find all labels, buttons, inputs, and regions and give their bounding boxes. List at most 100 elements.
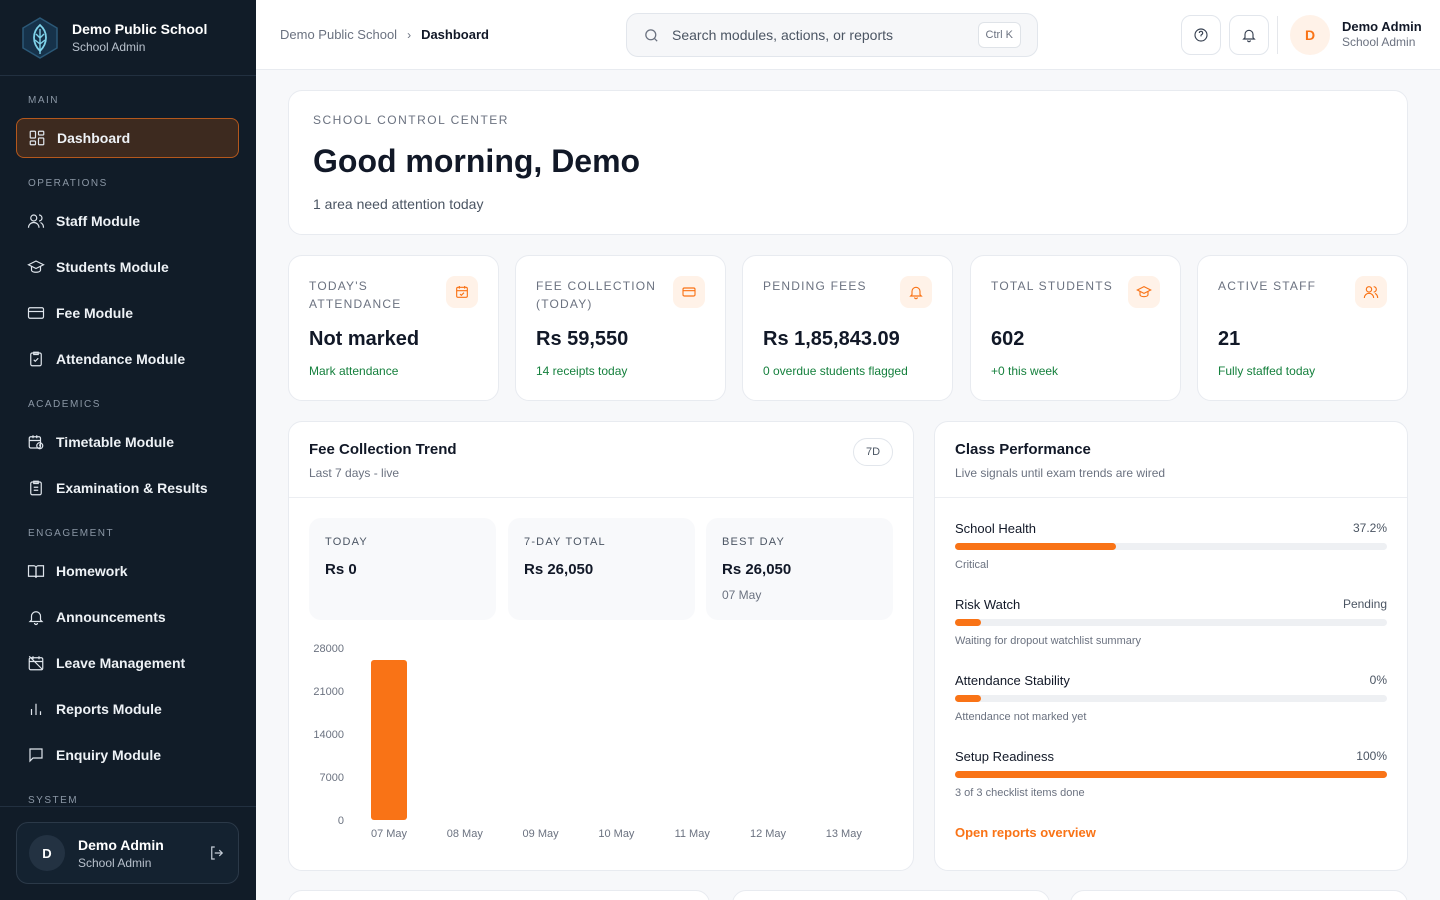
x-tick-label: 10 May (598, 828, 635, 840)
avatar[interactable]: D (1290, 15, 1330, 55)
bar-07-may[interactable] (371, 659, 407, 820)
user-role: School Admin (78, 855, 152, 870)
users-icon (1355, 276, 1387, 308)
nav-section-main: MAIN (28, 95, 59, 106)
sidebar-item-label: Attendance Module (56, 351, 186, 367)
sidebar-item-label: Dashboard (57, 130, 131, 146)
hero-subtitle: 1 area need attention today (313, 196, 484, 212)
progress-fill (955, 771, 1387, 778)
summary-label: TODAY (325, 536, 368, 548)
summary-label: BEST DAY (722, 536, 785, 548)
x-tick-label: 13 May (826, 828, 863, 840)
progress-setup-readiness (955, 771, 1387, 778)
sidebar-item-announcements[interactable]: Announcements (16, 597, 239, 637)
nav-section-operations: OPERATIONS (28, 178, 108, 189)
stat-value: Not marked (309, 328, 420, 350)
sidebar-item-label: Announcements (56, 609, 166, 625)
hero-card: SCHOOL CONTROL CENTER Good morning, Demo… (288, 90, 1408, 235)
perf-note-school-health: Critical (955, 559, 989, 571)
progress-school-health (955, 543, 1387, 550)
topbar-user-role: School Admin (1342, 35, 1416, 49)
summary-sub: 07 May (722, 588, 762, 602)
search-input[interactable]: Search modules, actions, or reports Ctrl… (626, 13, 1038, 57)
stat-card-active-staff[interactable]: ACTIVE STAFF 21 Fully staffed today (1197, 255, 1408, 401)
sidebar-item-students[interactable]: Students Module (16, 247, 239, 287)
brand[interactable]: Demo Public School School Admin (0, 0, 256, 76)
breadcrumb: Demo Public School › Dashboard (280, 27, 489, 42)
graduation-cap-icon (1128, 276, 1160, 308)
perf-label-risk-watch: Risk Watch (955, 597, 1021, 612)
progress-fill (955, 695, 981, 702)
sidebar-item-staff[interactable]: Staff Module (16, 201, 239, 241)
panel-subtitle: Last 7 days - live (309, 466, 400, 480)
search-placeholder: Search modules, actions, or reports (672, 27, 893, 43)
school-logo-icon (22, 16, 58, 59)
brand-name: Demo Public School (72, 21, 208, 37)
open-reports-link[interactable]: Open reports overview (955, 825, 1096, 840)
credit-card-icon (27, 307, 45, 319)
sidebar-item-label: Timetable Module (56, 434, 174, 450)
x-tick-label: 09 May (523, 828, 560, 840)
sidebar-item-label: Fee Module (56, 305, 134, 321)
progress-fill (955, 543, 1116, 550)
topbar-user-name[interactable]: Demo Admin (1342, 19, 1422, 34)
stat-label: TOTAL STUDENTS (991, 279, 1113, 293)
perf-note-risk-watch: Waiting for dropout watchlist summary (955, 635, 1142, 647)
help-button[interactable] (1181, 15, 1221, 55)
sidebar-item-reports[interactable]: Reports Module (16, 689, 239, 729)
help-circle-icon (1194, 28, 1208, 42)
nav-section-academics: ACADEMICS (28, 399, 101, 410)
graduation-cap-icon (27, 260, 45, 273)
summary-value: Rs 26,050 (722, 561, 792, 578)
sidebar-item-homework[interactable]: Homework (16, 551, 239, 591)
topbar-divider (1277, 16, 1278, 54)
stat-card-total-students[interactable]: TOTAL STUDENTS 602 +0 this week (970, 255, 1181, 401)
stat-value: 602 (991, 328, 1025, 350)
sidebar-item-enquiry[interactable]: Enquiry Module (16, 735, 239, 775)
stat-label: ACTIVE STAFF (1218, 279, 1317, 293)
sidebar: Demo Public School School Admin MAIN Das… (0, 0, 256, 900)
stat-note: Fully staffed today (1218, 364, 1316, 378)
stat-card-pending-fees[interactable]: PENDING FEES Rs 1,85,843.09 0 overdue st… (742, 255, 953, 401)
x-tick-label: 07 May (371, 828, 408, 840)
sidebar-item-timetable[interactable]: Timetable Module (16, 422, 239, 462)
sidebar-item-fee[interactable]: Fee Module (16, 293, 239, 333)
breadcrumb-school[interactable]: Demo Public School (280, 27, 398, 42)
summary-value: Rs 0 (325, 561, 357, 578)
y-tick-label: 7000 (320, 772, 344, 784)
perf-note-setup-readiness: 3 of 3 checklist items done (955, 787, 1085, 799)
panel-title: Class Performance (955, 441, 1091, 458)
perf-value-risk-watch: Pending (1342, 597, 1387, 611)
sidebar-item-label: Leave Management (56, 655, 186, 671)
class-performance-panel: Class Performance Live signals until exa… (934, 421, 1408, 871)
stat-card-fee-collection[interactable]: FEE COLLECTION (TODAY) Rs 59,550 14 rece… (515, 255, 726, 401)
stat-value: 21 (1218, 328, 1241, 350)
perf-label-attendance-stability: Attendance Stability (955, 673, 1070, 688)
perf-note-attendance-stability: Attendance not marked yet (955, 711, 1087, 723)
notifications-button[interactable] (1229, 15, 1269, 55)
sidebar-item-exams[interactable]: Examination & Results (16, 468, 239, 508)
y-tick-label: 28000 (313, 643, 344, 655)
sidebar-user-card[interactable]: D Demo Admin School Admin (16, 822, 239, 884)
range-toggle-button[interactable]: 7D (853, 438, 893, 466)
y-tick-label: 21000 (313, 686, 344, 698)
summary-label: 7-DAY TOTAL (524, 536, 606, 548)
stat-note[interactable]: Mark attendance (309, 364, 399, 378)
x-tick-label: 08 May (447, 828, 484, 840)
panel-subtitle: Live signals until exam trends are wired (955, 466, 1166, 480)
credit-card-icon (673, 276, 705, 308)
sidebar-item-label: Enquiry Module (56, 747, 161, 763)
sidebar-item-dashboard[interactable]: Dashboard (16, 118, 239, 158)
sidebar-divider (0, 806, 256, 807)
user-name: Demo Admin (78, 836, 164, 853)
bell-icon (28, 611, 44, 626)
stat-card-attendance[interactable]: TODAY'S ATTENDANCE Not marked Mark atten… (288, 255, 499, 401)
perf-value-school-health: 37.2% (1352, 521, 1387, 535)
stat-note: 0 overdue students flagged (763, 364, 908, 378)
stat-note: 14 receipts today (536, 364, 628, 378)
dashboard-grid-icon (29, 130, 45, 146)
sidebar-item-leave[interactable]: Leave Management (16, 643, 239, 683)
sidebar-item-attendance[interactable]: Attendance Module (16, 339, 239, 379)
chevron-right-icon: › (407, 27, 412, 42)
logout-icon[interactable] (208, 844, 226, 862)
